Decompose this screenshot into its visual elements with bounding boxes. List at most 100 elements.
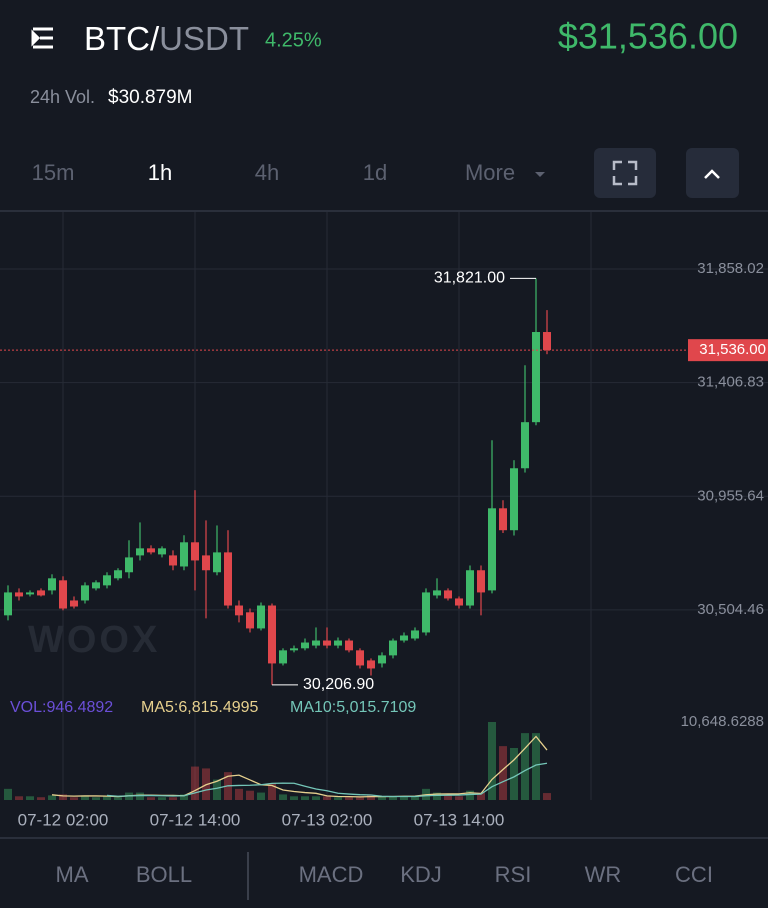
candle-body xyxy=(246,612,254,629)
y-tick-label: 30,955.64 xyxy=(697,487,764,504)
volume-bar xyxy=(103,796,111,800)
candle-body xyxy=(411,630,419,639)
volume-bar xyxy=(466,790,474,800)
fullscreen-icon[interactable] xyxy=(612,160,638,186)
volume-bar xyxy=(510,747,518,800)
volume-bar xyxy=(257,792,265,800)
candle-body xyxy=(455,598,463,606)
x-tick-label: 07-13 02:00 xyxy=(282,810,373,829)
volume-bar xyxy=(488,722,496,800)
volume-bar xyxy=(81,795,89,800)
candle-body xyxy=(268,605,276,664)
indicator-tab[interactable]: CCI xyxy=(675,862,713,887)
volume-bar xyxy=(246,790,254,800)
candle-body xyxy=(180,542,188,567)
ma10-line xyxy=(106,762,548,798)
menu-icon[interactable] xyxy=(31,27,53,49)
high-annotation: 31,821.00 xyxy=(434,270,505,287)
candle-body xyxy=(202,555,210,571)
candle-body xyxy=(466,570,474,606)
volume-bar xyxy=(37,797,45,800)
volume-bar xyxy=(26,796,34,800)
price-change: 4.25% xyxy=(265,29,322,51)
indicator-legend: MA10:5,015.7109 xyxy=(290,699,416,716)
candle-body xyxy=(48,578,56,591)
volume-bar xyxy=(147,797,155,800)
pair-base: BTC/ xyxy=(84,20,160,57)
volume-bar xyxy=(158,797,166,800)
candle-body xyxy=(235,605,243,616)
candle-body xyxy=(323,640,331,646)
candle-body xyxy=(367,660,375,669)
volume-tick-label: 10,648.6288 xyxy=(681,713,764,730)
indicator-tab[interactable]: MA xyxy=(56,862,89,887)
candle-body xyxy=(224,552,232,606)
button-bg[interactable] xyxy=(594,148,656,198)
indicator-tab[interactable]: KDJ xyxy=(400,862,442,887)
candle-body xyxy=(59,580,67,609)
candle-body xyxy=(26,592,34,595)
interval-tab[interactable]: 1d xyxy=(363,160,387,185)
candle-body xyxy=(257,605,265,629)
candle-body xyxy=(378,655,386,664)
interval-tab[interactable]: 15m xyxy=(32,160,75,185)
volume-bar xyxy=(268,783,276,800)
candle-body xyxy=(334,640,342,646)
candle-body xyxy=(191,542,199,561)
volume-bar xyxy=(389,796,397,800)
candle-body xyxy=(114,570,122,579)
candle-body xyxy=(345,640,353,651)
candle-body xyxy=(422,592,430,633)
candle-body xyxy=(81,585,89,601)
candle-body xyxy=(499,508,507,531)
candle-body xyxy=(147,548,155,553)
candle-body xyxy=(125,557,133,573)
volume-bar xyxy=(532,733,540,800)
candle-body xyxy=(477,570,485,593)
candle-body xyxy=(37,590,45,596)
menu-button[interactable] xyxy=(30,26,58,52)
candle-body xyxy=(389,640,397,656)
candle-body xyxy=(356,650,364,666)
watermark: WOOX xyxy=(28,619,160,661)
candle-body xyxy=(136,548,144,556)
candle-body xyxy=(444,590,452,599)
more-caret[interactable] xyxy=(535,172,545,177)
candle-body xyxy=(521,422,529,469)
indicator-tab[interactable]: BOLL xyxy=(136,862,192,887)
candle-body xyxy=(4,592,12,616)
volume-bar xyxy=(455,796,463,800)
last-price: $31,536.00 xyxy=(558,16,738,57)
candle-body xyxy=(290,648,298,651)
candle-body xyxy=(279,650,287,664)
indicator-tab[interactable]: MACD xyxy=(299,862,364,887)
interval-tab[interactable]: More xyxy=(465,160,515,185)
collapse-button[interactable] xyxy=(686,148,739,198)
interval-tab[interactable]: 4h xyxy=(255,160,279,185)
volume-bar xyxy=(136,792,144,800)
volume-bar xyxy=(367,795,375,800)
candle-body xyxy=(70,600,78,607)
candle-body xyxy=(433,590,441,596)
volume-bar xyxy=(400,796,408,800)
candle-body xyxy=(158,548,166,555)
volume-bar xyxy=(312,796,320,800)
fullscreen-button[interactable] xyxy=(594,148,656,198)
indicator-tab[interactable]: RSI xyxy=(495,862,532,887)
volume-bar xyxy=(114,797,122,800)
x-tick-label: 07-12 02:00 xyxy=(18,810,109,829)
indicator-tab[interactable]: WR xyxy=(585,862,622,887)
candle-body xyxy=(543,332,551,351)
volume-bar xyxy=(433,792,441,800)
volume-bar xyxy=(543,793,551,800)
chevron-up-icon[interactable] xyxy=(704,169,720,179)
volume-bar xyxy=(499,746,507,800)
pair-title: BTC/USDT xyxy=(84,20,249,57)
candle-body xyxy=(103,575,111,586)
x-tick-label: 07-13 14:00 xyxy=(414,810,505,829)
interval-tab[interactable]: 1h xyxy=(148,160,172,185)
volume-bar xyxy=(70,797,78,800)
